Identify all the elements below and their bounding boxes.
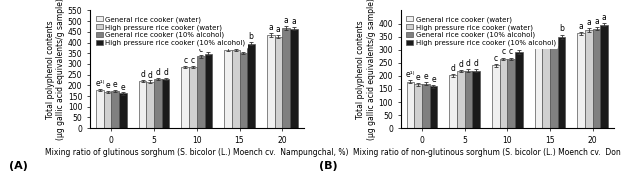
Text: e: e: [106, 81, 110, 90]
Bar: [430, 86, 437, 128]
Bar: [247, 44, 255, 128]
Y-axis label: Total polyphenol contents
(µg gallic acid equivalents/g sample): Total polyphenol contents (µg gallic aci…: [45, 0, 65, 140]
Text: b: b: [544, 31, 548, 40]
Bar: [585, 30, 592, 128]
Text: c: c: [501, 48, 505, 56]
Bar: [492, 65, 500, 128]
Text: e: e: [416, 73, 420, 82]
Text: c: c: [183, 56, 188, 65]
Text: e¹⁾: e¹⁾: [95, 79, 105, 88]
Text: a: a: [579, 22, 584, 31]
X-axis label: Mixing ratio of glutinous sorghum (S. bicolor (L.) Moench cv.  Nampungchal, %): Mixing ratio of glutinous sorghum (S. bi…: [45, 148, 348, 157]
Bar: [500, 59, 507, 128]
Text: e: e: [120, 83, 125, 92]
Bar: [104, 92, 111, 128]
Bar: [138, 81, 147, 128]
Text: b: b: [233, 39, 238, 48]
Text: e: e: [431, 75, 436, 84]
Y-axis label: Total polyphenol contents
(µg gallic acid equivalents/g sample): Total polyphenol contents (µg gallic aci…: [356, 0, 376, 140]
Text: d: d: [163, 68, 168, 77]
Text: d: d: [474, 59, 479, 68]
Text: d: d: [155, 68, 160, 77]
Text: b: b: [248, 33, 253, 41]
Text: d: d: [517, 40, 521, 49]
Text: d: d: [140, 70, 145, 79]
Text: a: a: [291, 17, 296, 26]
Text: b: b: [225, 38, 230, 48]
Bar: [558, 37, 565, 128]
Text: a: a: [602, 13, 607, 22]
Text: b: b: [559, 24, 564, 33]
Bar: [96, 90, 104, 128]
Legend: General rice cooker (water), High pressure rice cooker (water), General rice coo: General rice cooker (water), High pressu…: [94, 14, 248, 48]
Bar: [232, 50, 240, 128]
Text: c: c: [494, 54, 498, 63]
Bar: [592, 29, 601, 128]
Bar: [422, 84, 430, 128]
Bar: [550, 46, 558, 128]
Text: d: d: [148, 71, 153, 80]
Text: e: e: [424, 72, 428, 81]
Bar: [507, 59, 515, 128]
Text: c: c: [509, 48, 513, 56]
X-axis label: Mixing ratio of non-glutinous sorghum (S. bicolor (L.) Moench cv.  Donganme, %): Mixing ratio of non-glutinous sorghum (S…: [353, 148, 621, 157]
Bar: [449, 75, 457, 128]
Text: c: c: [191, 56, 195, 65]
Bar: [290, 29, 297, 128]
Text: b: b: [241, 42, 246, 51]
Bar: [181, 67, 189, 128]
Text: (A): (A): [9, 161, 28, 171]
Text: a: a: [276, 25, 281, 34]
Text: d: d: [458, 60, 463, 69]
Bar: [197, 56, 204, 128]
Bar: [119, 93, 127, 128]
Bar: [457, 71, 465, 128]
Bar: [267, 35, 274, 128]
Bar: [578, 33, 585, 128]
Bar: [162, 79, 170, 128]
Bar: [407, 82, 414, 128]
Bar: [147, 82, 154, 128]
Text: b: b: [536, 34, 541, 43]
Text: a: a: [594, 17, 599, 26]
Text: b: b: [551, 34, 556, 43]
Text: d: d: [451, 64, 456, 73]
Bar: [601, 25, 608, 128]
Bar: [240, 53, 247, 128]
Text: e¹⁾: e¹⁾: [406, 70, 415, 79]
Bar: [274, 37, 282, 128]
Text: a: a: [284, 16, 288, 25]
Bar: [189, 67, 197, 128]
Text: (B): (B): [319, 161, 338, 171]
Bar: [414, 84, 422, 128]
Bar: [224, 50, 232, 128]
Bar: [515, 52, 523, 128]
Bar: [204, 54, 212, 128]
Text: d: d: [466, 59, 471, 68]
Bar: [473, 71, 480, 128]
Text: e: e: [113, 80, 117, 89]
Bar: [465, 71, 473, 128]
Bar: [282, 28, 290, 128]
Text: c: c: [206, 42, 211, 51]
Bar: [111, 91, 119, 128]
Text: c: c: [199, 45, 202, 54]
Legend: General rice cooker (water), High pressure rice cooker (water), General rice coo: General rice cooker (water), High pressu…: [404, 14, 558, 48]
Bar: [535, 46, 542, 128]
Bar: [154, 79, 162, 128]
Bar: [542, 42, 550, 128]
Text: a: a: [586, 18, 591, 27]
Text: a: a: [268, 23, 273, 33]
